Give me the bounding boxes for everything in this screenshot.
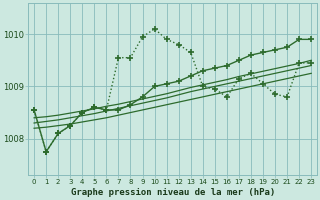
X-axis label: Graphe pression niveau de la mer (hPa): Graphe pression niveau de la mer (hPa) (70, 188, 275, 197)
